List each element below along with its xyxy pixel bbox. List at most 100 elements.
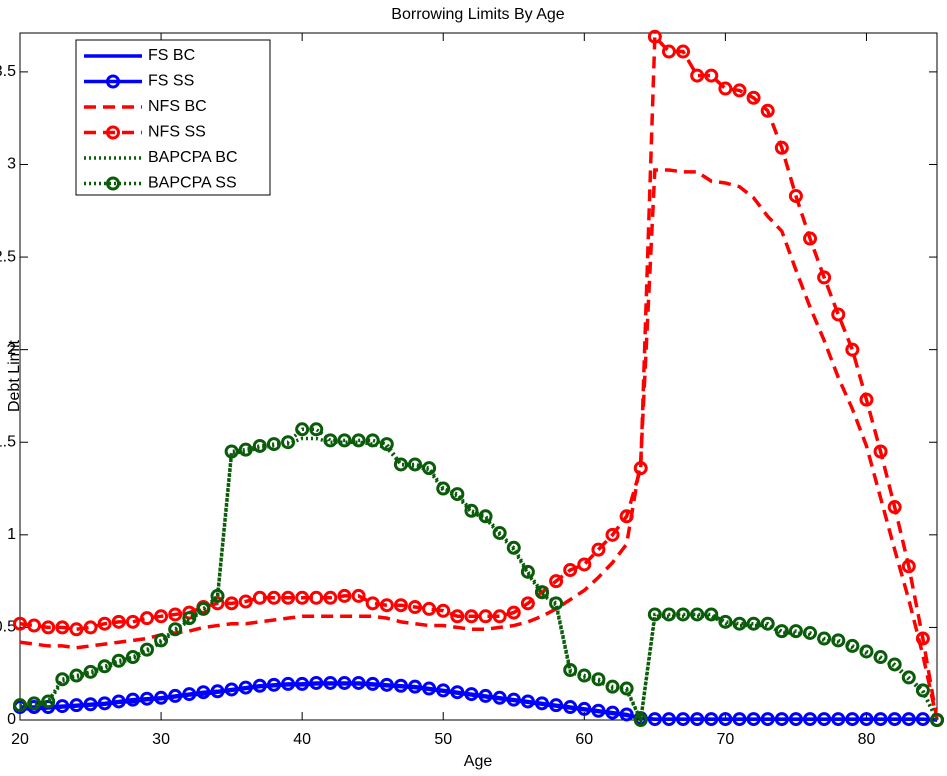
series-marker xyxy=(281,590,296,605)
series-marker xyxy=(647,607,662,622)
legend-label: FS BC xyxy=(148,47,195,64)
series-marker xyxy=(83,697,98,712)
series-marker xyxy=(111,653,126,668)
series-marker xyxy=(281,435,296,450)
series-marker xyxy=(859,644,874,659)
series-marker xyxy=(478,688,493,703)
series-marker xyxy=(690,712,705,727)
series-marker xyxy=(69,698,84,713)
series-marker xyxy=(930,713,944,727)
series-marker xyxy=(295,676,310,691)
series-marker xyxy=(168,622,183,637)
series-marker xyxy=(549,574,564,589)
series-marker xyxy=(323,433,338,448)
series-marker xyxy=(901,670,916,685)
series-marker xyxy=(125,692,140,707)
series-marker xyxy=(182,611,197,626)
legend-label: NFS SS xyxy=(148,124,206,141)
series-marker xyxy=(661,607,676,622)
series-marker xyxy=(915,683,930,698)
series-marker xyxy=(647,712,662,727)
series-marker xyxy=(831,307,846,322)
series-marker xyxy=(238,680,253,695)
series-marker xyxy=(27,696,42,711)
series-marker xyxy=(182,687,197,702)
legend-label: FS SS xyxy=(148,73,194,90)
series-marker xyxy=(760,103,775,118)
series-marker xyxy=(774,140,789,155)
x-tick-label: 30 xyxy=(152,731,170,748)
y-tick-label: 0 xyxy=(7,711,16,728)
series-marker xyxy=(252,678,267,693)
series-marker xyxy=(422,681,437,696)
series-marker xyxy=(224,596,239,611)
series-marker xyxy=(83,664,98,679)
series-marker xyxy=(337,433,352,448)
series-marker xyxy=(351,588,366,603)
series-marker xyxy=(252,590,267,605)
series-marker xyxy=(224,682,239,697)
series-marker xyxy=(690,68,705,83)
series-marker xyxy=(506,692,521,707)
series-marker xyxy=(464,503,479,518)
series-marker xyxy=(676,44,691,59)
series-marker xyxy=(238,594,253,609)
series-marker xyxy=(577,557,592,572)
legend-box xyxy=(75,39,271,196)
series-marker xyxy=(422,461,437,476)
series-marker xyxy=(676,607,691,622)
series-marker xyxy=(478,609,493,624)
series-marker xyxy=(478,509,493,524)
series-marker xyxy=(661,44,676,59)
series-marker xyxy=(436,603,451,618)
series-marker xyxy=(859,712,874,727)
series-marker xyxy=(591,542,606,557)
series-marker xyxy=(69,622,84,637)
legend-marker xyxy=(106,176,120,191)
series-marker xyxy=(41,694,56,709)
series-marker xyxy=(154,633,169,648)
series-marker xyxy=(379,677,394,692)
series-marker xyxy=(13,698,27,713)
series-marker xyxy=(563,563,578,578)
series-marker xyxy=(746,712,761,727)
series-marker xyxy=(577,668,592,683)
series-marker xyxy=(732,616,747,631)
series-marker xyxy=(605,527,620,542)
series-marker xyxy=(520,564,535,579)
series-marker xyxy=(266,677,281,692)
series-marker xyxy=(266,437,281,452)
series-marker xyxy=(492,609,507,624)
series-marker xyxy=(139,642,154,657)
series-marker xyxy=(915,631,930,646)
series-marker xyxy=(915,712,930,727)
series-marker xyxy=(506,605,521,620)
series-marker xyxy=(817,270,832,285)
series-marker xyxy=(393,678,408,693)
legend-marker xyxy=(106,125,120,140)
x-tick-label: 20 xyxy=(11,731,29,748)
series-marker xyxy=(450,685,465,700)
series-marker xyxy=(210,684,225,699)
series-marker xyxy=(379,437,394,452)
series-marker xyxy=(718,712,733,727)
series-marker xyxy=(365,596,380,611)
series-marker xyxy=(704,607,719,622)
series-marker xyxy=(55,699,70,714)
series-marker xyxy=(139,611,154,626)
series-marker xyxy=(125,614,140,629)
x-tick-label: 50 xyxy=(434,731,452,748)
chart-title: Borrowing Limits By Age xyxy=(391,6,565,23)
series-marker xyxy=(901,712,916,727)
series-marker xyxy=(154,690,169,705)
series-marker xyxy=(422,601,437,616)
series-marker xyxy=(803,625,818,640)
series-marker xyxy=(732,712,747,727)
y-axis-label: Debt Limit xyxy=(6,339,23,412)
series-marker xyxy=(901,559,916,574)
series-marker xyxy=(97,616,112,631)
series-marker xyxy=(704,712,719,727)
series-marker xyxy=(27,618,42,633)
series-marker xyxy=(845,638,860,653)
